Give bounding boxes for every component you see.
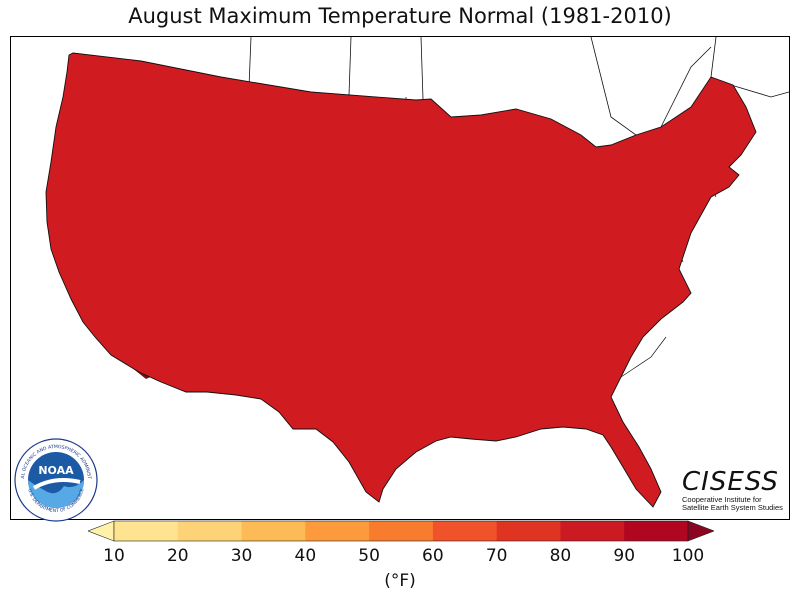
colorbar-tick-label: 70 <box>485 546 508 566</box>
colorbar-bin <box>560 521 625 541</box>
noaa-text: NOAA <box>38 464 74 477</box>
cisess-logo: CISESS Cooperative Institute for Satelli… <box>682 467 783 512</box>
colorbar-tick-label: 100 <box>671 546 705 566</box>
colorbar-tick-label: 40 <box>294 546 317 566</box>
colorbar-bin <box>624 521 689 541</box>
colorbar-bin <box>114 521 179 541</box>
noaa-logo: NOAA NATIONAL OCEANIC AND ATMOSPHERIC AD… <box>14 438 98 522</box>
colorbar-tick-label: 20 <box>166 546 189 566</box>
colorbar-bin <box>305 521 370 541</box>
temperature-map <box>11 37 789 519</box>
map-frame <box>10 36 790 520</box>
colorbar-bin <box>177 521 243 541</box>
colorbar-bin-low-extend <box>88 520 115 542</box>
colorbar-tick-label: 90 <box>613 546 636 566</box>
colorbar-frame <box>113 520 689 542</box>
cisess-wordmark: CISESS <box>682 467 779 497</box>
colorbar-bin-high-extend <box>687 520 714 542</box>
colorbar-bin <box>241 521 306 541</box>
colorbar-bin <box>369 521 434 541</box>
colorbar-tick-label: 50 <box>358 546 380 566</box>
colorbar-tick-label: 30 <box>230 546 253 566</box>
colorbar-tick-label: 60 <box>422 546 444 566</box>
colorbar-units: (°F) <box>384 571 416 591</box>
country-borders <box>248 37 789 136</box>
colorbar <box>88 520 714 542</box>
cisess-subtitle-line-2: Satellite Earth System Studies <box>682 503 783 512</box>
colorbar-bin <box>432 521 498 541</box>
colorbar-tick-label: 80 <box>549 546 572 566</box>
colorbar-tick-label: 10 <box>103 546 125 566</box>
map-title: August Maximum Temperature Normal (1981-… <box>128 4 672 28</box>
colorbar-bin <box>496 521 561 541</box>
cisess-subtitle-line-1: Cooperative Institute for <box>682 495 762 504</box>
